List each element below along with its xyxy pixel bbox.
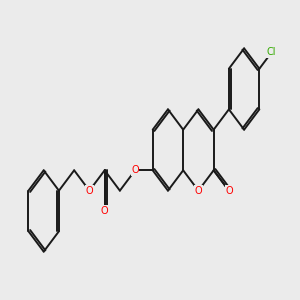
Text: O: O <box>101 206 108 216</box>
Text: O: O <box>225 186 233 196</box>
Text: O: O <box>85 186 93 196</box>
Text: O: O <box>131 165 139 175</box>
Text: O: O <box>195 186 202 196</box>
Text: Cl: Cl <box>267 47 276 58</box>
